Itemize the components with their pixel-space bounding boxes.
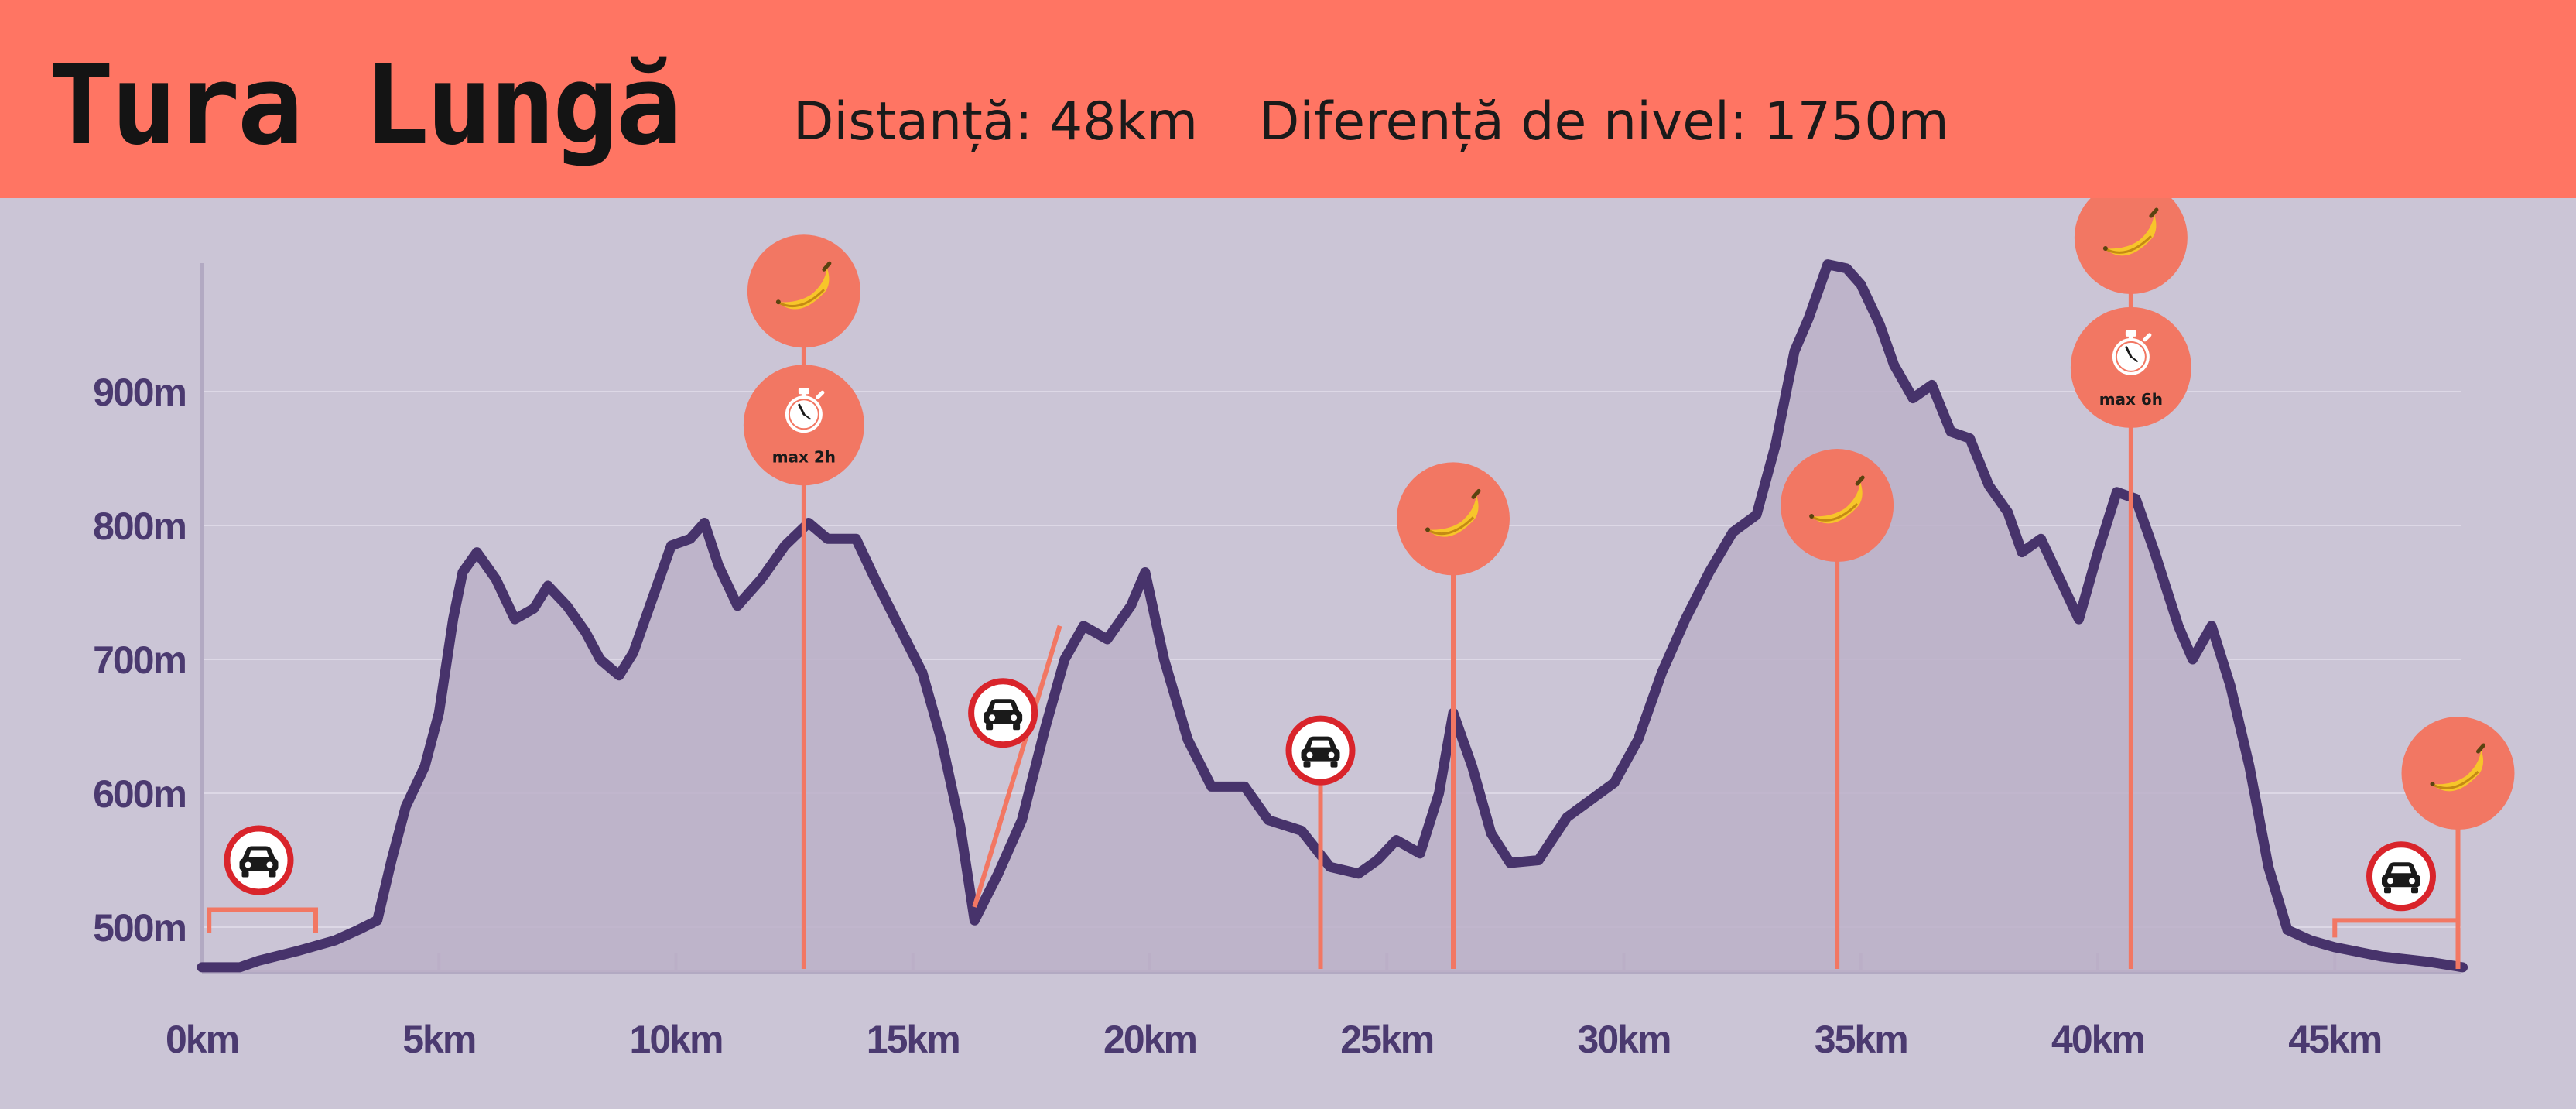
feed-station-badge [1397,462,1510,576]
x-tick-label: 40km [2051,1018,2144,1061]
time-limit-marker: max 6h [2070,306,2191,428]
header-banner: Tura Lungă Distanță: 48km Diferență de n… [0,0,2576,198]
x-tick-label: 25km [1340,1018,1433,1061]
x-tick-label: 5km [402,1018,475,1061]
y-tick-label: 700m [93,638,186,682]
profile-area [197,259,2468,973]
x-tick-label: 0km [166,1018,238,1061]
x-tick-label: 35km [1815,1018,1907,1061]
time-limit-marker: max 2h [743,365,864,486]
x-tick-label: 10km [630,1018,723,1061]
distance-stat: Distanță: 48km [793,91,1199,152]
no-car-bracket [2332,918,2458,938]
tick-labels: 500m 600m 700m 800m 900m 0km 5km 10km 15km 20km 25… [93,371,2383,1061]
no-car-bracket [207,907,318,933]
no-car-segment [972,625,1062,908]
elevation-profile-chart: max 2h max 6h 500m 600m 700m 800m 900m 0km 5km 1… [93,198,2515,1061]
feed-station-marker [1397,462,1510,969]
x-tick-label: 30km [1578,1018,1671,1061]
x-tick-label: 45km [2288,1018,2381,1061]
time-limit-label: max 2h [772,447,836,466]
feed-station-badge [747,234,860,348]
elevation-stat: Diferență de nivel: 1750m [1259,91,1949,152]
y-tick-label: 500m [93,906,186,950]
page-title: Tura Lungă [48,42,682,169]
y-tick-label: 800m [93,505,186,548]
feed-station-marker [2401,717,2515,969]
markers: max 2h max 6h [207,198,2515,969]
feed-station-marker [1781,449,1894,969]
no-car-zone-marker [1285,715,1356,969]
profile-fill [202,264,2463,973]
x-tick-label: 20km [1103,1018,1196,1061]
no-car-zone-marker [968,625,1062,908]
profile-line [197,259,2468,973]
y-tick-label: 900m [93,371,186,414]
x-tick-label: 15km [867,1018,960,1061]
no-car-zone-marker [207,825,318,933]
no-car-zone-marker [2332,841,2458,938]
y-tick-label: 600m [93,772,186,816]
feed-station-badge [1781,449,1894,563]
time-limit-label: max 6h [2099,390,2163,409]
feed-station-badge [2401,717,2515,830]
